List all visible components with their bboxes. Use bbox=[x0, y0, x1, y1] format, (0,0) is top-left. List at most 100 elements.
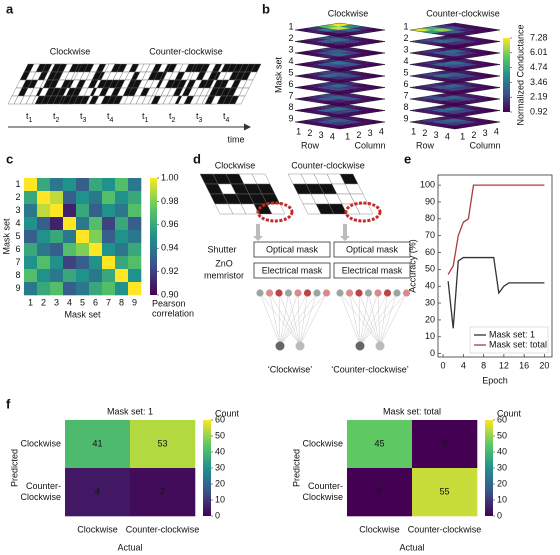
layer-outline bbox=[409, 68, 501, 84]
cell-value: 0 bbox=[442, 438, 447, 448]
layer-label: 9 bbox=[403, 113, 408, 123]
layer-label: 5 bbox=[288, 67, 293, 77]
synapse bbox=[299, 292, 318, 346]
chart-title: Mask set: total bbox=[383, 406, 441, 416]
time-symbol: t bbox=[80, 111, 83, 121]
input-neuron bbox=[294, 289, 302, 297]
heat-cell bbox=[50, 256, 64, 270]
time-index: 4 bbox=[226, 117, 230, 124]
input-neuron bbox=[256, 289, 264, 297]
heat-cell bbox=[89, 178, 103, 192]
x-tick-label: 4 bbox=[67, 297, 72, 307]
heat-cell bbox=[37, 178, 51, 192]
group-title: Clockwise bbox=[50, 46, 91, 56]
row-tick-label: 3 bbox=[319, 130, 324, 140]
row-tick-label: 4 bbox=[445, 132, 450, 142]
synapse bbox=[279, 292, 299, 346]
heat-cell bbox=[50, 282, 64, 296]
time-label: t2 bbox=[169, 111, 176, 123]
colorbar-tick-label: 50 bbox=[215, 430, 225, 440]
heat-cell bbox=[76, 230, 90, 244]
column-axis-title: Column bbox=[354, 140, 385, 150]
heat-cell bbox=[130, 468, 196, 517]
heat-cell bbox=[76, 269, 90, 283]
heat-cell bbox=[76, 178, 90, 192]
cell-value: 0 bbox=[377, 486, 382, 496]
heat-cell bbox=[37, 217, 51, 231]
synapse bbox=[359, 292, 379, 346]
input-neuron bbox=[322, 289, 331, 297]
heat-cell bbox=[37, 191, 51, 205]
heat-cell bbox=[50, 230, 64, 244]
layer-label: 4 bbox=[288, 56, 293, 66]
heat-cell bbox=[89, 204, 103, 218]
synapse bbox=[358, 292, 381, 346]
heat-cell bbox=[412, 420, 478, 469]
panel-label: e bbox=[404, 151, 411, 166]
output-label: ‘Clockwise’ bbox=[268, 364, 313, 374]
heat-cell bbox=[76, 191, 90, 205]
layer-outline bbox=[294, 68, 386, 84]
x-tick-label: 9 bbox=[132, 297, 137, 307]
layer-outline bbox=[294, 45, 386, 61]
mask-box bbox=[333, 241, 411, 258]
layer-outline bbox=[409, 80, 501, 95]
synapse bbox=[379, 292, 398, 346]
synapse bbox=[368, 292, 381, 346]
heat-cell bbox=[115, 217, 129, 231]
heat-cell bbox=[128, 204, 142, 218]
time-label: t3 bbox=[80, 111, 87, 123]
y-axis-title: Mask set bbox=[273, 56, 283, 93]
data-line bbox=[447, 184, 545, 275]
time-index: 2 bbox=[56, 117, 60, 124]
y-tick-label: 0 bbox=[430, 348, 435, 358]
heat-cell bbox=[89, 230, 103, 244]
colorbar-tick-label: 30 bbox=[215, 462, 225, 472]
down-arrow-head bbox=[253, 236, 263, 241]
x-tick-label: 2 bbox=[41, 297, 46, 307]
y-tick-label: Counter- bbox=[308, 481, 343, 491]
column-tick-label: 3 bbox=[368, 128, 373, 138]
x-tick-label: 8 bbox=[481, 360, 486, 370]
synapse bbox=[259, 292, 281, 346]
colorbar bbox=[203, 420, 211, 516]
synapse bbox=[279, 292, 318, 346]
time-label: t1 bbox=[26, 111, 33, 123]
heat-cell bbox=[89, 282, 103, 296]
y-tick-label: 8 bbox=[15, 270, 20, 280]
heat-cell bbox=[102, 191, 116, 205]
y-tick-label: 7 bbox=[15, 257, 20, 267]
x-tick-label: 3 bbox=[54, 297, 59, 307]
memristor-label: ZnO bbox=[215, 258, 233, 268]
panel-label: f bbox=[6, 396, 11, 411]
x-tick-label: 4 bbox=[461, 360, 466, 370]
panel-label: a bbox=[6, 1, 14, 16]
synapse bbox=[279, 292, 308, 346]
stack-title: Clockwise bbox=[328, 8, 369, 18]
time-label: t1 bbox=[142, 111, 149, 123]
y-axis-title: Predicted bbox=[9, 449, 19, 487]
layer-label: 3 bbox=[403, 44, 408, 54]
heat-cell bbox=[115, 269, 129, 283]
x-tick-label: 5 bbox=[80, 297, 85, 307]
input-neuron bbox=[336, 289, 344, 297]
time-symbol: t bbox=[223, 111, 226, 121]
time-label: t4 bbox=[107, 111, 114, 123]
input-neuron bbox=[393, 289, 401, 297]
synapse bbox=[288, 292, 301, 346]
heat-cell bbox=[128, 243, 142, 257]
x-axis-title: Actual bbox=[117, 542, 142, 552]
heat-cell bbox=[63, 256, 77, 270]
synapse bbox=[359, 292, 398, 346]
y-tick-label: 60 bbox=[425, 247, 435, 257]
layer-label: 6 bbox=[288, 79, 293, 89]
row-tick-label: 2 bbox=[307, 128, 312, 138]
heat-cell bbox=[24, 204, 38, 218]
layer-label: 7 bbox=[403, 90, 408, 100]
input-neuron bbox=[265, 289, 274, 297]
heat-cell bbox=[102, 282, 116, 296]
heat-cell bbox=[37, 269, 51, 283]
colorbar-tick-label: 50 bbox=[497, 430, 507, 440]
time-symbol: t bbox=[107, 111, 110, 121]
heat-cell bbox=[63, 282, 77, 296]
